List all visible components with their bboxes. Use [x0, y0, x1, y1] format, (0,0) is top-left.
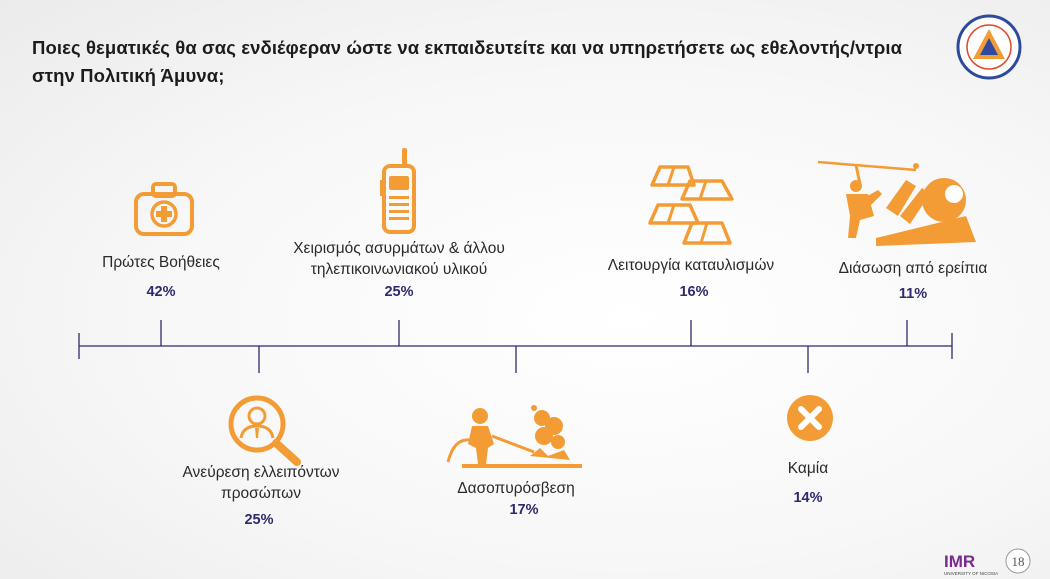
- topic-percent-camps: 16%: [679, 284, 709, 300]
- person-search-icon: [228, 395, 301, 466]
- topic-percent-none: 14%: [793, 490, 823, 506]
- slide-title: Ποιες θεματικές θα σας ενδιέφεραν ώστε ν…: [32, 37, 903, 86]
- tents-camp-icon: [648, 165, 734, 245]
- civil-defence-logo: [956, 14, 1022, 80]
- topic-label-first-aid: Πρώτες Βοήθειες: [102, 254, 220, 271]
- topic-label-missing-persons: Ανεύρεση ελλειπόντων προσώπων: [182, 464, 340, 502]
- topic-label-rubble-rescue: Διάσωση από ερείπια: [838, 260, 988, 277]
- svg-text:IMR: IMR: [944, 552, 975, 571]
- topic-percent-rubble-rescue: 11%: [898, 286, 928, 302]
- topic-percent-firefighting: 17%: [509, 502, 539, 518]
- firefighter-hose-icon: [446, 405, 582, 468]
- topic-percent-missing-persons: 25%: [244, 512, 274, 528]
- svg-text:UNIVERSITY OF NICOSIA: UNIVERSITY OF NICOSIA: [944, 571, 998, 576]
- topic-label-none: Καμία: [787, 460, 829, 477]
- svg-text:18: 18: [1012, 554, 1025, 569]
- topic-label-radio: Χειρισμός ασυρμάτων & άλλου τηλεπικοινων…: [293, 240, 505, 278]
- topic-label-firefighting: Δασοπυρόσβεση: [457, 480, 575, 497]
- walkie-talkie-icon: [380, 148, 416, 234]
- imr-logo: IMR UNIVERSITY OF NICOSIA 18: [944, 548, 1031, 576]
- topic-label-camps: Λειτουργία καταυλισμών: [607, 257, 775, 274]
- x-circle-icon: [787, 395, 833, 441]
- topic-percent-first-aid: 42%: [146, 284, 176, 300]
- rescue-rubble-icon: [817, 160, 976, 246]
- first-aid-kit-icon: [134, 182, 194, 236]
- topic-percent-radio: 25%: [384, 284, 414, 300]
